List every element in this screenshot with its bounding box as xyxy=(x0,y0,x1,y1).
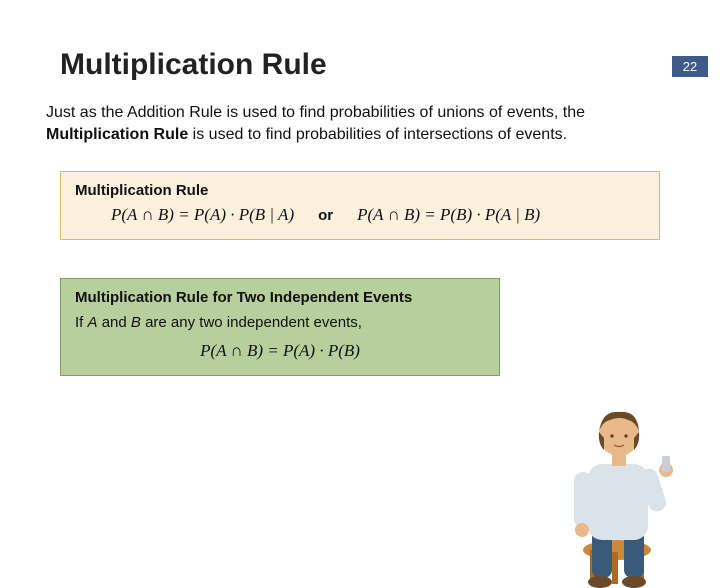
page-number-badge: 22 xyxy=(672,56,708,77)
formula-right: P(A ∩ B) = P(B) · P(A | B) xyxy=(357,205,540,225)
page-title: Multiplication Rule xyxy=(60,48,720,82)
formula-left: P(A ∩ B) = P(A) · P(B | A) xyxy=(111,205,294,225)
box1-title: Multiplication Rule xyxy=(75,182,645,199)
or-label: or xyxy=(318,207,333,224)
person-illustration xyxy=(532,378,702,588)
multiplication-rule-box: Multiplication Rule P(A ∩ B) = P(A) · P(… xyxy=(60,171,660,240)
box2-line: If A and B are any two independent event… xyxy=(75,314,485,331)
box2-title: Multiplication Rule for Two Independent … xyxy=(75,289,485,306)
formula-row: P(A ∩ B) = P(A) · P(B | A) or P(A ∩ B) =… xyxy=(75,205,645,225)
box2-formula: P(A ∩ B) = P(A) · P(B) xyxy=(75,341,485,361)
independent-events-box: Multiplication Rule for Two Independent … xyxy=(60,278,500,376)
intro-paragraph: Just as the Addition Rule is used to fin… xyxy=(46,102,674,145)
